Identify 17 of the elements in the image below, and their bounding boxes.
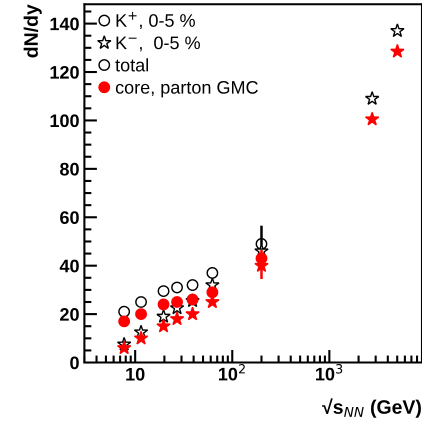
x-tick-label: 10 xyxy=(126,368,144,381)
y-tick-label: 120 xyxy=(50,66,79,79)
x-tick-label: 10$^{2}$ xyxy=(218,364,245,381)
y-axis-title: dN/dy xyxy=(24,4,42,58)
y-tick-label: 140 xyxy=(50,18,79,30)
x-tick-label: 10$^{3}$ xyxy=(316,364,342,381)
legend-label: K$^{−}$, 0-5 % xyxy=(116,36,200,52)
y-tick-label: 40 xyxy=(60,260,79,272)
y-tick-label: 80 xyxy=(60,162,79,176)
legend-label: core, parton GMC xyxy=(116,80,258,98)
legend-label: K$^{+}$, 0-5 % xyxy=(116,12,195,30)
y-tick-label: 100 xyxy=(50,114,79,128)
y-tick-label: 0 xyxy=(70,356,79,370)
y-tick-label: 20 xyxy=(60,308,79,321)
x-axis-title: √s$_{NN}$ (GeV) xyxy=(322,398,421,418)
y-tick-label: 60 xyxy=(60,211,79,224)
legend-label: total xyxy=(115,58,148,72)
